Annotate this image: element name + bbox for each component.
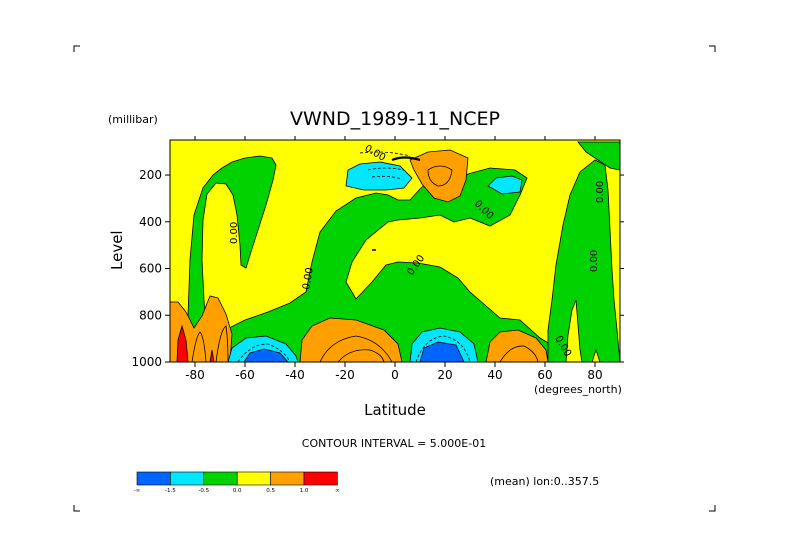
- y-axis-units: (millibar): [108, 113, 158, 126]
- footer-note: (mean) lon:0..357.5: [490, 475, 599, 488]
- x-tick-label: -20: [335, 368, 355, 382]
- y-tick-label: 800: [139, 308, 162, 322]
- contour-fill-blue-lower-left: [243, 348, 289, 362]
- contour-fill-green-top-right: [577, 141, 620, 171]
- contour-fill-yellow-pocket-far-right: [591, 348, 601, 362]
- y-tick-label: 1000: [131, 355, 162, 369]
- plot-area: 0.00 0.00 0.00 0.00 0.00 0.00 0.00 0.00: [169, 139, 621, 363]
- colorbar-label: 1.0: [300, 488, 309, 494]
- contour-fill-orange-lower-right: [485, 329, 549, 362]
- contour-interval: CONTOUR INTERVAL = 5.000E-01: [302, 437, 486, 450]
- x-tick-label: 80: [587, 368, 602, 382]
- contour-fill-orange-lower-mid: [299, 317, 403, 362]
- contour-fill-blue-lower-mid: [419, 341, 465, 362]
- y-tick-label: 400: [139, 215, 162, 229]
- contour-fill-cyan-upper-right: [487, 175, 523, 195]
- chart-title: VWND_1989-11_NCEP: [290, 108, 500, 130]
- y-axis-label: Level: [108, 230, 126, 270]
- colorbar-swatch: [136, 471, 171, 486]
- contour-lines: [191, 140, 539, 362]
- colorbar-swatch: [236, 471, 271, 486]
- contour-fill-green-left: [185, 155, 277, 362]
- contour-label: 0.00: [301, 267, 316, 291]
- colorbar-label: 0.5: [266, 488, 275, 494]
- colorbar-label: ∞: [335, 488, 340, 494]
- colorbar-label: -0.5: [198, 488, 209, 494]
- colorbar-label: 0.0: [233, 488, 242, 494]
- colorbar-swatch: [203, 471, 238, 486]
- contour-fill-yellow-pocket-right: [565, 299, 583, 362]
- axes: -80 -60 -40 -20 0 20 40 60 80 200 400 600 800 1000: [131, 136, 624, 382]
- contour-label: 0.00: [229, 222, 240, 244]
- x-tick-label: 60: [537, 368, 552, 382]
- colorbar-swatch: [270, 471, 305, 486]
- contour-fill-orange-upper-mid: [409, 149, 469, 203]
- y-tick-label: 600: [139, 262, 162, 276]
- colorbar-swatch: [303, 471, 338, 486]
- contour-fill-green-right: [547, 159, 620, 362]
- x-tick-label: 0: [391, 368, 399, 382]
- contour-label: 0.00: [595, 181, 606, 203]
- colorbar-label: -1.5: [165, 488, 176, 494]
- x-axis-label: Latitude: [364, 401, 426, 419]
- contour-fill-red-left-2: [209, 349, 215, 362]
- colorbar-label: -∞: [134, 488, 141, 494]
- x-tick-label: -80: [185, 368, 205, 382]
- corner-marks: [73, 45, 716, 512]
- x-axis-units: (degrees_north): [534, 383, 622, 396]
- colorbar: -∞ -1.5 -0.5 0.0 0.5 1.0 ∞: [134, 471, 340, 494]
- y-tick-label: 200: [139, 168, 162, 182]
- contour-fill-green-center: [209, 167, 573, 362]
- x-tick-label: 20: [437, 368, 452, 382]
- contour-fill-red-left: [176, 324, 189, 362]
- x-tick-label: -60: [235, 368, 255, 382]
- colorbar-swatch: [170, 471, 205, 486]
- x-tick-label: 40: [487, 368, 502, 382]
- x-tick-label: -40: [285, 368, 305, 382]
- contour-label: 0.00: [589, 250, 600, 272]
